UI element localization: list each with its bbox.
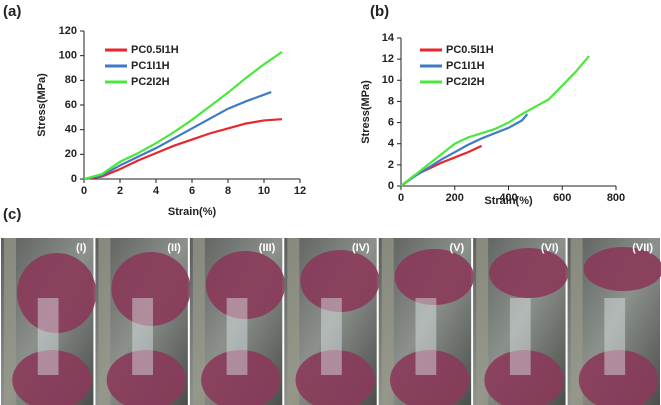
series-line bbox=[400, 144, 483, 187]
x-axis-label: Strain(%) bbox=[484, 195, 533, 207]
x-tick-label: 0 bbox=[398, 192, 404, 204]
y-tick-label: 120 bbox=[59, 25, 77, 37]
panel-label: (c) bbox=[3, 206, 21, 223]
photo: (V) bbox=[378, 238, 475, 405]
ruler bbox=[287, 238, 300, 405]
y-tick-label: 60 bbox=[65, 99, 77, 111]
photo: (VI) bbox=[473, 238, 569, 405]
film bbox=[132, 298, 153, 375]
film bbox=[604, 298, 626, 375]
y-tick-label: 100 bbox=[59, 50, 77, 62]
glove-top bbox=[111, 252, 191, 326]
y-tick-label: 2 bbox=[388, 159, 394, 171]
y-tick-label: 80 bbox=[65, 74, 77, 86]
y-axis-label: Stress(MPa) bbox=[36, 73, 48, 137]
x-tick-label: 800 bbox=[607, 192, 625, 204]
photo-label: (IV) bbox=[352, 242, 370, 254]
x-tick-label: 12 bbox=[294, 185, 306, 197]
glove-top bbox=[394, 249, 475, 305]
series-line bbox=[83, 91, 272, 181]
x-tick-label: 6 bbox=[189, 185, 195, 197]
x-tick-label: 600 bbox=[553, 192, 571, 204]
legend-label: PC2I2H bbox=[131, 76, 170, 88]
glove-top bbox=[489, 248, 569, 298]
photo-label: (VII) bbox=[632, 242, 653, 254]
x-tick-label: 400 bbox=[499, 192, 517, 204]
glove-top bbox=[300, 250, 380, 312]
ruler bbox=[4, 238, 16, 405]
x-tick-label: 4 bbox=[153, 185, 160, 197]
photo-label: (V) bbox=[449, 242, 464, 254]
glove-bottom bbox=[201, 350, 281, 405]
photo-label: (VI) bbox=[541, 242, 559, 254]
x-tick-label: 2 bbox=[117, 185, 123, 197]
panel-label: (a) bbox=[3, 3, 21, 20]
photo: (II) bbox=[95, 238, 191, 405]
ruler bbox=[98, 238, 111, 405]
film bbox=[37, 298, 59, 375]
photo-label: (I) bbox=[76, 242, 87, 254]
film bbox=[509, 298, 531, 375]
y-tick-label: 0 bbox=[388, 180, 394, 192]
ruler bbox=[570, 238, 583, 405]
legend-label: PC0.5I1H bbox=[446, 44, 494, 56]
series-line bbox=[83, 51, 283, 181]
ruler bbox=[476, 238, 489, 405]
glove-bottom bbox=[390, 350, 470, 405]
y-tick-label: 14 bbox=[382, 32, 395, 44]
photo: (VII) bbox=[567, 238, 661, 405]
series-line bbox=[400, 113, 529, 187]
glove-bottom bbox=[106, 350, 187, 405]
legend-label: PC0.5I1H bbox=[131, 44, 179, 56]
x-tick-label: 10 bbox=[258, 185, 270, 197]
film bbox=[226, 298, 248, 375]
y-tick-label: 0 bbox=[71, 173, 77, 185]
x-tick-label: 200 bbox=[446, 192, 464, 204]
y-tick-label: 6 bbox=[388, 116, 394, 128]
ruler bbox=[381, 238, 394, 405]
y-tick-label: 40 bbox=[65, 124, 77, 136]
photo: (IV) bbox=[284, 238, 380, 405]
legend-label: PC1I1H bbox=[446, 60, 485, 72]
x-tick-label: 0 bbox=[81, 185, 87, 197]
y-tick-label: 4 bbox=[388, 138, 395, 150]
photo-label: (III) bbox=[259, 242, 276, 254]
film bbox=[415, 298, 437, 375]
series-line bbox=[83, 118, 283, 181]
glove-bottom bbox=[295, 350, 375, 405]
glove-top bbox=[205, 251, 286, 319]
photo: (III) bbox=[189, 238, 286, 405]
glove-bottom bbox=[578, 350, 659, 405]
photo-label: (II) bbox=[167, 242, 181, 254]
glove-bottom bbox=[484, 350, 564, 405]
glove-top bbox=[16, 253, 97, 333]
y-tick-label: 12 bbox=[382, 53, 394, 65]
y-tick-label: 8 bbox=[388, 95, 394, 107]
film bbox=[321, 298, 342, 375]
legend-label: PC2I2H bbox=[446, 76, 485, 88]
x-tick-label: 8 bbox=[225, 185, 231, 197]
series-line bbox=[400, 55, 590, 187]
y-axis-label: Stress(MPa) bbox=[360, 80, 372, 144]
glove-bottom bbox=[12, 350, 92, 405]
x-axis-label: Strain(%) bbox=[168, 206, 217, 218]
legend-label: PC1I1H bbox=[131, 60, 170, 72]
photo: (I) bbox=[1, 238, 97, 405]
glove-top bbox=[583, 247, 661, 291]
panel-label: (b) bbox=[370, 3, 389, 20]
y-tick-label: 10 bbox=[382, 74, 394, 86]
y-tick-label: 20 bbox=[65, 148, 77, 160]
ruler bbox=[192, 238, 205, 405]
